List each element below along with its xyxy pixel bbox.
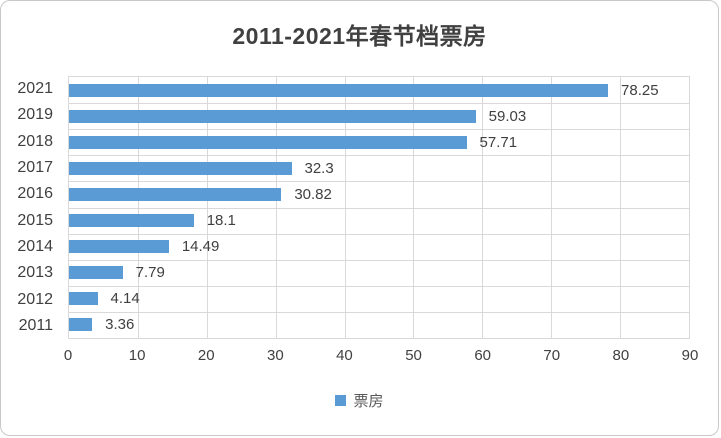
horizontal-gridline (69, 311, 689, 313)
x-axis-label: 70 (543, 347, 561, 364)
bar-value-label: 30.82 (294, 185, 332, 203)
x-axis-labels: 0 10 20 30 40 50 60 70 80 90 (64, 347, 699, 367)
bar (69, 109, 476, 123)
chart-title: 2011-2021年春节档票房 (232, 23, 487, 49)
x-axis-label: 80 (612, 347, 630, 364)
x-axis-label: 50 (405, 347, 422, 364)
bar-row: 4.14 (69, 286, 689, 312)
bar-value-label: 32.3 (304, 159, 334, 177)
bar-row: 78.25 (69, 77, 689, 103)
y-axis-label: 2011 (18, 316, 53, 334)
bar-row: 32.3 (69, 155, 689, 181)
bar-row: 30.82 (69, 181, 689, 207)
legend-label: 票房 (353, 393, 384, 410)
bar (69, 135, 467, 149)
x-axis-label: 40 (336, 347, 353, 364)
bar-row: 59.03 (69, 103, 689, 129)
y-axis-label: 2017 (17, 159, 53, 177)
y-axis-label: 2015 (17, 211, 53, 229)
horizontal-gridline (69, 103, 689, 105)
legend-swatch-icon (335, 395, 347, 406)
horizontal-gridline (69, 207, 689, 209)
y-axis-label: 2013 (17, 264, 53, 282)
y-axis-label: 2021 (17, 80, 53, 98)
x-axis-label: 90 (681, 347, 699, 364)
bar-value-label: 57.71 (479, 133, 518, 151)
bar-row: 14.49 (69, 234, 689, 260)
legend: 票房 (1, 390, 718, 411)
bar-row: 57.71 (69, 129, 689, 155)
bar-row: 3.36 (69, 312, 689, 338)
x-axis-label: 60 (474, 347, 491, 364)
bar (69, 292, 98, 306)
horizontal-gridline (69, 181, 689, 183)
horizontal-gridline (69, 285, 689, 287)
bar-row: 7.79 (69, 260, 689, 286)
x-axis-label: 30 (266, 347, 284, 364)
bar (69, 266, 123, 280)
horizontal-gridline (69, 129, 689, 131)
horizontal-gridline (69, 233, 689, 235)
y-axis-label: 2016 (17, 185, 53, 203)
x-axis-label: 10 (128, 347, 146, 364)
horizontal-gridline (69, 155, 689, 157)
bar-value-label: 4.14 (110, 290, 140, 308)
bar-value-label: 18.1 (206, 212, 236, 230)
y-axis-label: 2019 (17, 106, 53, 124)
bar-row: 18.1 (69, 208, 689, 234)
y-axis-label: 2014 (17, 237, 53, 255)
bar (69, 214, 194, 228)
bar (69, 187, 282, 201)
bar-value-label: 14.49 (181, 238, 220, 256)
y-axis-labels: 2021 2019 2018 2017 2016 2015 2014 2013 2012 2011 (1, 76, 60, 339)
bar-value-label: 3.36 (105, 316, 135, 334)
bar-value-label: 59.03 (488, 107, 527, 125)
bar-value-label: 78.25 (621, 81, 659, 99)
y-axis-label: 2012 (17, 290, 53, 308)
plot-area: 78.25 59.03 57.71 32.3 30.82 18.1 14.49 7.79 4.1… (68, 76, 690, 339)
bar (69, 161, 292, 175)
bar (69, 83, 609, 97)
y-axis-label: 2018 (17, 132, 53, 150)
horizontal-gridline (69, 259, 689, 261)
x-axis-label: 20 (197, 347, 215, 364)
x-axis-label: 0 (63, 347, 73, 364)
bar-value-label: 7.79 (135, 264, 165, 282)
bar (69, 240, 169, 254)
bar (69, 318, 93, 332)
